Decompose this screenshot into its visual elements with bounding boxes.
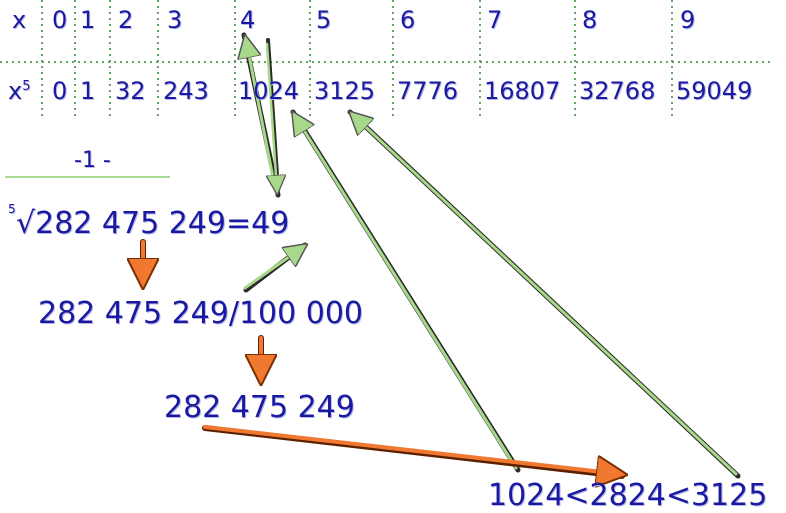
- row-label-x5: x5: [8, 77, 30, 105]
- power-value: 59049: [676, 77, 753, 105]
- x-value: 3: [167, 6, 183, 34]
- power-value: 1024: [238, 77, 300, 105]
- power-value: 16807: [484, 77, 561, 105]
- arrow-4-to-result: [265, 42, 277, 190]
- root-index: 5: [8, 202, 16, 216]
- arrow-to-49: [243, 247, 303, 290]
- arrow-1024: [295, 116, 518, 470]
- power-value: 32768: [579, 77, 656, 105]
- power-value: 243: [163, 77, 209, 105]
- power-value: 0: [52, 77, 68, 105]
- x-value: 9: [680, 6, 696, 34]
- x-value: 7: [487, 6, 503, 34]
- x-value: 6: [400, 6, 416, 34]
- arrow-3125: [353, 115, 738, 476]
- truncated-expression: 282 475 249: [164, 390, 355, 425]
- x-value: 5: [316, 6, 332, 34]
- root-expression: √282 475 249=49: [16, 206, 290, 241]
- x-value: 4: [240, 6, 256, 34]
- power-value: 3125: [314, 77, 376, 105]
- row-label-base: x: [8, 77, 23, 105]
- step-marker: -1 -: [74, 148, 111, 173]
- arrow-result-to-4: [246, 40, 278, 195]
- row-label-x: x: [12, 6, 27, 34]
- x-value: 8: [582, 6, 598, 34]
- division-expression: 282 475 249/100 000: [38, 296, 364, 331]
- x-value: 1: [80, 6, 96, 34]
- x-value: 2: [118, 6, 134, 34]
- row-label-exponent: 5: [22, 79, 31, 94]
- arrow-to-2824: [203, 425, 620, 474]
- comparison-expression: 1024<2824<3125: [488, 478, 768, 513]
- power-value: 7776: [397, 77, 459, 105]
- x-value: 0: [52, 6, 68, 34]
- power-value: 1: [80, 77, 96, 105]
- power-value: 32: [115, 77, 146, 105]
